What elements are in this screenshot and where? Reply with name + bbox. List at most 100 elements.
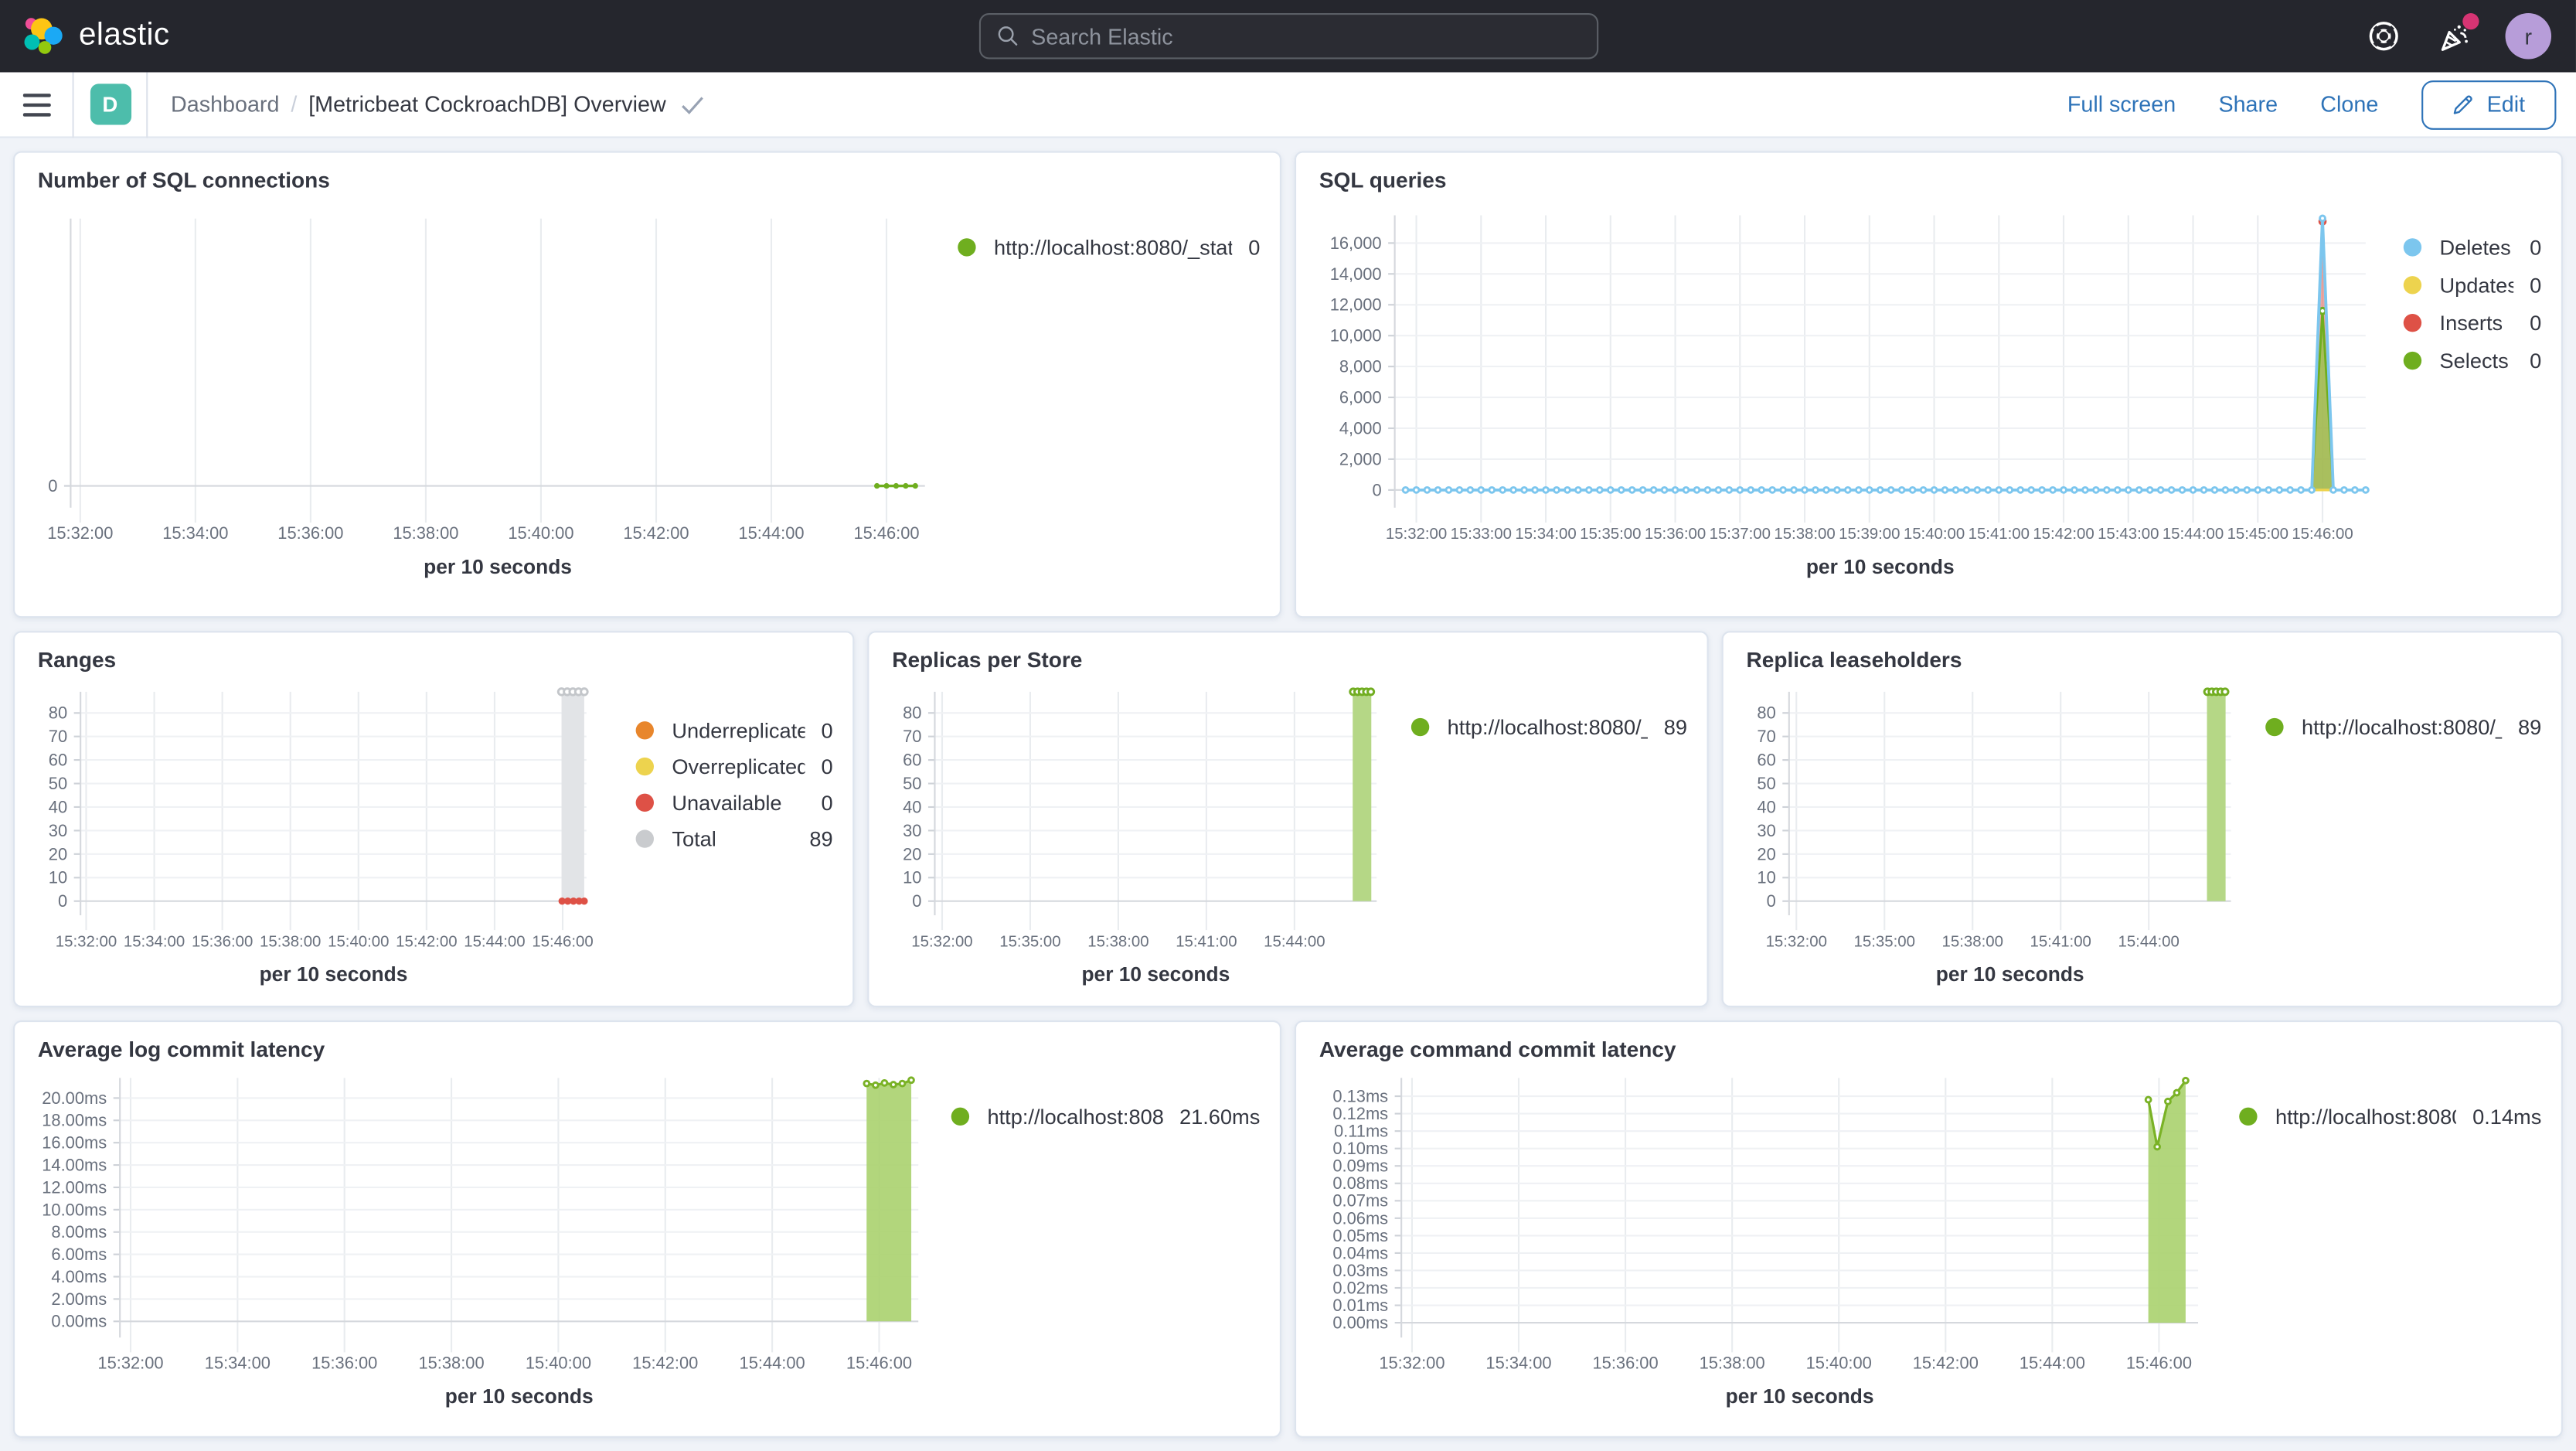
global-search[interactable] [978, 13, 1598, 60]
legend-value: 0 [821, 754, 833, 779]
svg-text:40: 40 [903, 797, 921, 816]
svg-text:15:44:00: 15:44:00 [2020, 1354, 2085, 1373]
svg-text:per 10 seconds: per 10 seconds [1936, 962, 2084, 986]
legend-item[interactable]: Deletes 0 [2403, 235, 2541, 260]
svg-text:80: 80 [49, 703, 67, 723]
dashboard-grid: Number of SQL connections 0 15:32:00 15:34… [0, 138, 2576, 1451]
legend-label: http://localhost:8080/_sta... [2301, 714, 2502, 740]
panel-title[interactable]: Replicas per Store [892, 647, 1083, 673]
legend-dot-icon [2403, 238, 2422, 257]
legend-item[interactable]: Updates 0 [2403, 273, 2541, 298]
legend-label: http://localhost:8080... [2275, 1104, 2456, 1129]
space-selector[interactable]: D [74, 83, 147, 125]
svg-text:15:42:00: 15:42:00 [623, 523, 689, 543]
svg-text:70: 70 [49, 727, 67, 746]
legend-dot-icon [2403, 276, 2422, 295]
legend-label: http://localhost:8080/_sta... [1447, 714, 1648, 740]
svg-text:20: 20 [903, 844, 921, 863]
legend-item[interactable]: Total 89 [635, 826, 833, 851]
svg-text:15:37:00: 15:37:00 [1710, 526, 1771, 543]
legend-item[interactable]: Inserts 0 [2403, 310, 2542, 336]
svg-text:4.00ms: 4.00ms [51, 1267, 107, 1286]
svg-text:0.04ms: 0.04ms [1332, 1243, 1388, 1262]
legend-item[interactable]: Unavailable 0 [635, 790, 833, 815]
chart-legend: Deletes 0 Updates 0 Inserts 0 Selects 0 [2403, 235, 2561, 373]
svg-text:6,000: 6,000 [1339, 387, 1382, 407]
clone-button[interactable]: Clone [2320, 92, 2379, 117]
search-input[interactable] [1031, 23, 1580, 49]
legend-item[interactable]: Underreplicated 0 [635, 718, 833, 743]
svg-text:80: 80 [1757, 703, 1775, 723]
svg-text:0.06ms: 0.06ms [1332, 1208, 1388, 1228]
panel-replicas-per-store: Replicas per Store 0 10 20 30 40 50 60 70 80 15:3… [867, 631, 1709, 1007]
svg-text:12,000: 12,000 [1330, 295, 1382, 315]
legend-item[interactable]: http://localhost:8080/_stat... 0 [958, 235, 1260, 260]
panel-number-of-sql-connections: Number of SQL connections 0 15:32:00 15:34… [13, 151, 1281, 618]
space-badge[interactable]: D [89, 83, 131, 125]
legend-value: 0.14ms [2472, 1104, 2542, 1129]
svg-text:20: 20 [1757, 844, 1775, 863]
legend-value: 0 [2530, 310, 2542, 336]
legend-value: 21.60ms [1179, 1104, 1261, 1129]
panel-title[interactable]: Average log commit latency [37, 1037, 325, 1062]
svg-text:15:38:00: 15:38:00 [418, 1354, 484, 1373]
legend-item[interactable]: http://localhost:8080... 0.14ms [2239, 1104, 2541, 1129]
legend-item[interactable]: Selects 0 [2403, 349, 2541, 373]
legend-value: 89 [2518, 714, 2542, 740]
legend-item[interactable]: Overreplicated 0 [635, 754, 833, 779]
svg-text:15:34:00: 15:34:00 [205, 1354, 271, 1373]
svg-text:15:34:00: 15:34:00 [162, 523, 228, 543]
svg-text:15:44:00: 15:44:00 [738, 523, 804, 543]
svg-text:15:40:00: 15:40:00 [1806, 1354, 1872, 1373]
top-header-bar: elastic [0, 0, 2576, 73]
svg-text:80: 80 [903, 703, 921, 723]
legend-item[interactable]: http://localhost:808... 21.60ms [951, 1104, 1261, 1129]
user-avatar[interactable]: r [2505, 13, 2552, 60]
svg-text:0.02ms: 0.02ms [1332, 1278, 1388, 1297]
divider [72, 71, 74, 138]
svg-text:2.00ms: 2.00ms [51, 1289, 107, 1309]
svg-text:16,000: 16,000 [1330, 233, 1382, 253]
svg-text:15:32:00: 15:32:00 [47, 523, 113, 543]
panel-average-log-commit-latency: Average log commit latency 0.00ms 2.00ms 4… [13, 1020, 1281, 1438]
chart-canvas: 0 10 20 30 40 50 60 70 80 15:32:00 15:35:00 15:38:0… [903, 687, 1377, 986]
edit-button-label: Edit [2486, 92, 2526, 117]
legend-item[interactable]: http://localhost:8080/_sta... 89 [1411, 715, 1687, 740]
svg-text:60: 60 [49, 751, 67, 770]
chart-legend: http://localhost:8080/_sta... 89 [1411, 715, 1707, 740]
edit-button[interactable]: Edit [2421, 80, 2557, 129]
svg-text:10,000: 10,000 [1330, 326, 1382, 346]
chart-canvas: 0 10 20 30 40 50 60 70 80 15:32:00 15:34:00 15:36:0… [49, 687, 594, 986]
svg-text:0.01ms: 0.01ms [1332, 1296, 1388, 1315]
panel-title[interactable]: Number of SQL connections [37, 167, 330, 192]
breadcrumb-dashboard[interactable]: Dashboard [171, 92, 280, 117]
svg-text:15:34:00: 15:34:00 [1485, 1354, 1551, 1373]
svg-text:0.09ms: 0.09ms [1332, 1156, 1388, 1176]
help-button[interactable] [2364, 16, 2404, 56]
svg-text:15:46:00: 15:46:00 [853, 523, 919, 543]
main-menu-button[interactable] [0, 71, 73, 137]
chart-legend: http://localhost:8080... 0.14ms [2239, 1104, 2561, 1129]
panel-title[interactable]: Ranges [37, 647, 117, 673]
share-button[interactable]: Share [2218, 92, 2278, 117]
panel-title[interactable]: Replica leaseholders [1746, 647, 1962, 673]
svg-text:70: 70 [903, 727, 921, 746]
full-screen-button[interactable]: Full screen [2067, 92, 2176, 117]
svg-text:18.00ms: 18.00ms [42, 1111, 107, 1130]
legend-item[interactable]: http://localhost:8080/_sta... 89 [2265, 715, 2541, 740]
panel-average-command-commit-latency: Average command commit latency 0.00ms 0.0… [1294, 1020, 2563, 1438]
panel-title[interactable]: SQL queries [1319, 167, 1447, 192]
panel-title[interactable]: Average command commit latency [1319, 1037, 1676, 1062]
newsfeed-button[interactable] [2435, 13, 2479, 56]
svg-text:15:41:00: 15:41:00 [1176, 933, 1237, 950]
svg-text:15:32:00: 15:32:00 [97, 1354, 163, 1373]
svg-text:15:44:00: 15:44:00 [740, 1354, 805, 1373]
svg-text:15:44:00: 15:44:00 [2163, 526, 2224, 543]
svg-text:15:46:00: 15:46:00 [532, 933, 593, 950]
legend-dot-icon [635, 757, 654, 776]
svg-text:0.13ms: 0.13ms [1332, 1087, 1388, 1106]
svg-text:60: 60 [903, 751, 921, 770]
breadcrumb: Dashboard / [Metricbeat CockroachDB] Ove… [148, 92, 705, 117]
svg-text:12.00ms: 12.00ms [42, 1177, 107, 1197]
elastic-logo[interactable]: elastic [0, 15, 493, 57]
